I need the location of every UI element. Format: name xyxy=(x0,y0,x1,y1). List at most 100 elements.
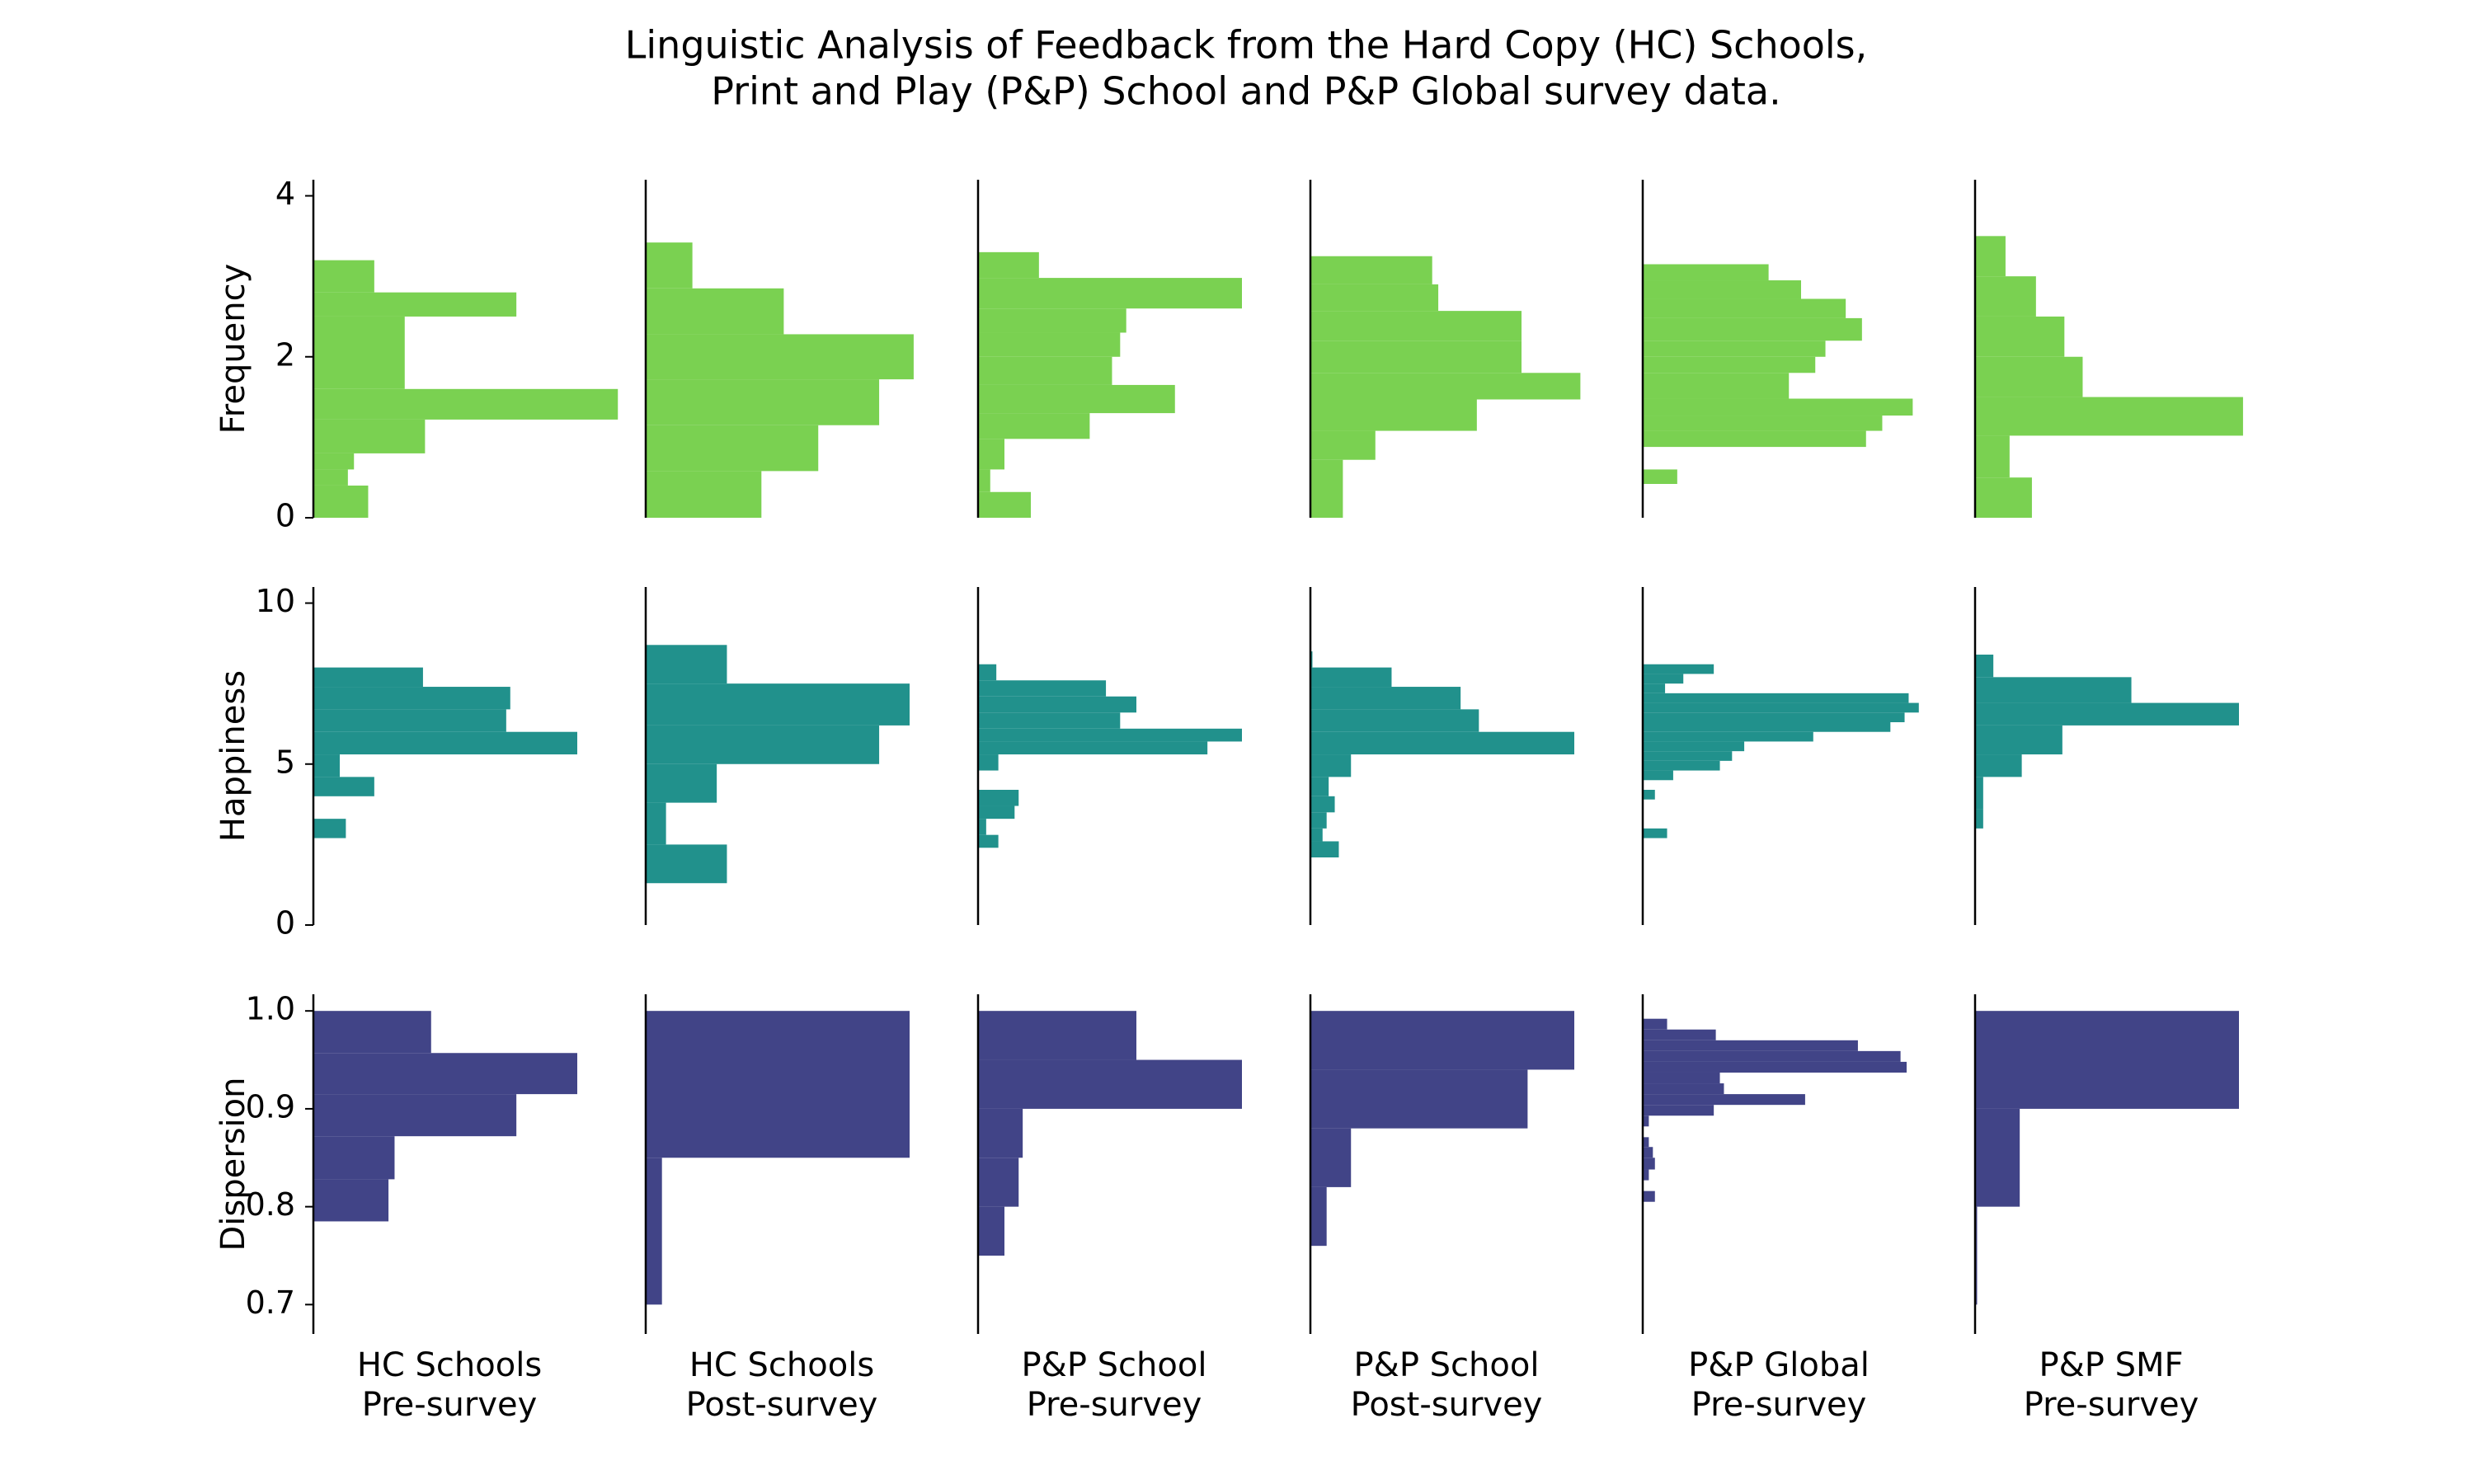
panels: Frequency 0 2 4 Happiness 0 5 10 Dispersion 0.7 0.… xyxy=(214,176,2243,1424)
histogram-bar xyxy=(1643,683,1666,693)
histogram-bar xyxy=(1643,1190,1655,1202)
column-label-line-1: HC Schools xyxy=(689,1346,874,1384)
histogram-bar xyxy=(978,251,1039,279)
histogram-bar xyxy=(1643,1072,1720,1084)
histogram-bar xyxy=(978,356,1112,385)
histogram-bar xyxy=(646,1011,910,1158)
histogram-bar xyxy=(1643,664,1714,674)
histogram-bar xyxy=(978,1059,1242,1109)
histogram-bar xyxy=(1310,709,1479,732)
histogram-bar xyxy=(1975,754,2022,777)
histogram-bar xyxy=(1643,1018,1667,1030)
histogram-bar xyxy=(313,388,618,420)
column-label-line-1: HC Schools xyxy=(357,1346,542,1384)
histogram-bar xyxy=(1975,397,2243,436)
histogram-bar xyxy=(978,728,1242,742)
histogram-bar xyxy=(1310,340,1522,373)
histogram-bar xyxy=(313,292,517,317)
histogram-bar xyxy=(1643,1147,1653,1158)
histogram-bar xyxy=(1643,356,1816,373)
histogram-bar xyxy=(1643,1050,1901,1062)
histogram-bar xyxy=(646,471,762,518)
histogram-bar xyxy=(978,696,1136,713)
histogram-bar xyxy=(978,1206,1004,1256)
histogram-bar xyxy=(1310,1011,1574,1070)
y-tick-label: 4 xyxy=(275,176,295,212)
column-label-line-1: P&P School xyxy=(1354,1346,1540,1384)
histogram-bar xyxy=(1643,317,1862,341)
histogram-bar xyxy=(646,242,693,289)
histogram-bar xyxy=(1975,809,1983,829)
histogram-bar xyxy=(1310,284,1439,312)
histogram-bar xyxy=(1643,1115,1649,1127)
histogram-bar xyxy=(978,491,1031,518)
histogram-bar xyxy=(978,1011,1136,1060)
histogram-bar xyxy=(1643,340,1826,357)
histogram-bar xyxy=(313,754,340,777)
histogram-bar xyxy=(1975,236,2006,277)
histogram-bar xyxy=(1643,469,1677,484)
y-tick-label: 0 xyxy=(275,498,295,534)
histogram-bar xyxy=(1310,373,1581,400)
histogram-bar xyxy=(646,334,914,380)
histogram-bar xyxy=(1643,416,1883,431)
histogram-bar xyxy=(646,763,717,803)
histogram-bar xyxy=(978,664,997,681)
histogram-bar xyxy=(1975,276,2036,317)
histogram-bar xyxy=(978,332,1121,357)
histogram-bar xyxy=(313,316,405,389)
histogram-bar xyxy=(313,667,423,688)
histogram-bar xyxy=(313,777,374,796)
histogram-bar xyxy=(978,790,1019,806)
histogram-bar xyxy=(978,805,1015,819)
y-tick-label: 5 xyxy=(275,744,295,780)
histogram-bar xyxy=(1643,1137,1649,1148)
histogram-bar xyxy=(1310,841,1339,857)
histogram-bar xyxy=(978,413,1090,439)
row-label-happiness: Happiness xyxy=(214,670,252,842)
histogram-bar xyxy=(646,288,784,335)
histogram-bar xyxy=(1643,731,1813,742)
y-tick-label: 0.9 xyxy=(246,1088,295,1125)
histogram-bar xyxy=(313,687,510,710)
histogram-bar xyxy=(313,819,346,838)
histogram-bar xyxy=(1310,667,1392,688)
histogram-bar xyxy=(1310,812,1327,829)
histogram-bar xyxy=(978,278,1242,309)
histogram-bar xyxy=(978,308,1126,333)
histogram-bar xyxy=(646,1158,662,1305)
histogram-bar xyxy=(646,725,880,764)
y-tick-label: 0.8 xyxy=(246,1186,295,1223)
histogram-bar xyxy=(1975,677,2132,703)
histogram-bar xyxy=(1310,311,1522,341)
histogram-bar xyxy=(1643,702,1919,713)
histogram-bar xyxy=(646,379,880,425)
histogram-bar xyxy=(1643,1040,1858,1051)
histogram-bar xyxy=(978,469,990,492)
histogram-bar xyxy=(1643,1061,1907,1073)
y-tick-label: 2 xyxy=(275,336,295,373)
histogram-bar xyxy=(1643,770,1673,781)
column-label-line-1: P&P SMF xyxy=(2039,1346,2183,1384)
histogram-bar xyxy=(1643,760,1720,771)
histogram-bar xyxy=(1310,1128,1352,1187)
histogram-bar xyxy=(1643,264,1769,281)
row-label-frequency: Frequency xyxy=(214,264,252,434)
histogram-bar xyxy=(1975,435,2010,478)
histogram-bar xyxy=(1643,828,1667,838)
histogram-bar xyxy=(1643,693,1909,703)
column-label-line-2: Post-survey xyxy=(686,1386,878,1424)
histogram-bar xyxy=(978,1108,1023,1158)
histogram-bar xyxy=(646,844,727,884)
column-label-line-1: P&P School xyxy=(1022,1346,1207,1384)
histogram-bar xyxy=(978,754,999,771)
histogram-bar xyxy=(1310,796,1335,813)
histogram-bar xyxy=(1310,1069,1528,1129)
histogram-bar xyxy=(1310,828,1323,842)
column-label-line-2: Pre-survey xyxy=(362,1386,538,1424)
histogram-bar xyxy=(646,683,910,726)
histogram-bar xyxy=(1643,373,1790,399)
histogram-bar xyxy=(1643,398,1913,416)
histogram-bar xyxy=(1643,1158,1655,1170)
histogram-bar xyxy=(1975,316,2065,357)
